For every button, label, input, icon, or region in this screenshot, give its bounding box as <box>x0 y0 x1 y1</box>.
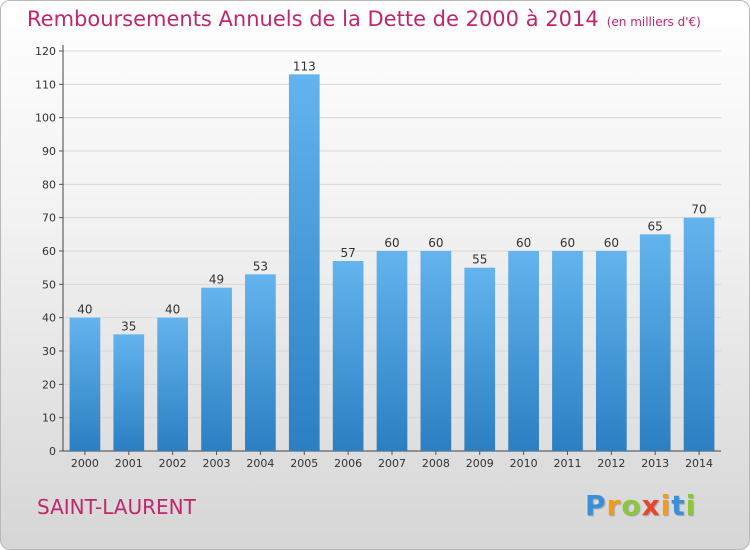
bar-value-label: 60 <box>604 236 619 250</box>
x-tick-label: 2011 <box>553 457 581 470</box>
logo-letter: t <box>671 489 686 522</box>
x-tick-label: 2009 <box>466 457 494 470</box>
bar-value-label: 35 <box>121 319 136 333</box>
bar-value-label: 60 <box>560 236 575 250</box>
bar-value-label: 70 <box>691 203 706 217</box>
bar-value-label: 60 <box>516 236 531 250</box>
y-tick-label: 10 <box>42 412 56 425</box>
x-tick-label: 2003 <box>203 457 231 470</box>
y-tick-label: 110 <box>35 78 56 91</box>
bar-value-label: 40 <box>77 303 92 317</box>
x-tick-label: 2008 <box>422 457 450 470</box>
bar <box>420 251 452 451</box>
y-tick-label: 70 <box>42 212 56 225</box>
bar <box>683 217 715 451</box>
y-tick-label: 120 <box>35 45 56 58</box>
bar-value-label: 40 <box>165 303 180 317</box>
chart-title: Remboursements Annuels de la Dette de 20… <box>27 7 701 31</box>
logo-letter: i <box>685 489 697 522</box>
x-tick-label: 2005 <box>290 457 318 470</box>
bar-value-label: 65 <box>648 219 663 233</box>
bar <box>376 251 408 451</box>
y-tick-label: 80 <box>42 178 56 191</box>
x-tick-label: 2010 <box>510 457 538 470</box>
bar <box>113 334 145 451</box>
logo-letter: x <box>641 489 661 522</box>
bar-value-label: 53 <box>253 259 268 273</box>
chart-unit: (en milliers d'€) <box>606 15 701 29</box>
bar <box>595 251 627 451</box>
x-tick-label: 2013 <box>641 457 669 470</box>
bar-value-label: 113 <box>293 59 316 73</box>
y-tick-label: 30 <box>42 345 56 358</box>
y-tick-label: 60 <box>42 245 56 258</box>
x-tick-label: 2000 <box>71 457 99 470</box>
bar <box>69 317 101 451</box>
y-tick-label: 0 <box>49 445 56 458</box>
y-tick-label: 40 <box>42 312 56 325</box>
bar-value-label: 57 <box>340 246 355 260</box>
y-tick-label: 100 <box>35 112 56 125</box>
logo-letter: r <box>606 489 622 522</box>
bar-value-label: 55 <box>472 253 487 267</box>
bar <box>245 274 276 451</box>
bar <box>201 287 232 451</box>
x-tick-label: 2007 <box>378 457 406 470</box>
x-tick-label: 2012 <box>597 457 625 470</box>
logo-letter: o <box>621 489 642 522</box>
logo-letter: i <box>660 489 672 522</box>
bar-value-label: 60 <box>384 236 399 250</box>
bar <box>639 234 671 451</box>
proxiti-logo: Proxiti <box>585 489 696 522</box>
bar-value-label: 60 <box>428 236 443 250</box>
bar <box>332 261 364 451</box>
bar-value-label: 49 <box>209 273 224 287</box>
bar <box>508 251 539 451</box>
commune-name: SAINT-LAURENT <box>37 495 196 519</box>
chart-title-text: Remboursements Annuels de la Dette de 20… <box>27 7 599 31</box>
x-tick-label: 2002 <box>159 457 187 470</box>
bar <box>464 267 496 451</box>
bar <box>552 251 583 451</box>
x-tick-label: 2001 <box>115 457 143 470</box>
x-tick-label: 2014 <box>685 457 713 470</box>
y-tick-label: 20 <box>42 378 56 391</box>
y-tick-label: 90 <box>42 145 56 158</box>
bar <box>288 74 320 451</box>
bar <box>157 317 189 451</box>
x-tick-label: 2006 <box>334 457 362 470</box>
x-tick-label: 2004 <box>246 457 274 470</box>
y-tick-label: 50 <box>42 278 56 291</box>
logo-letter: P <box>585 489 607 522</box>
